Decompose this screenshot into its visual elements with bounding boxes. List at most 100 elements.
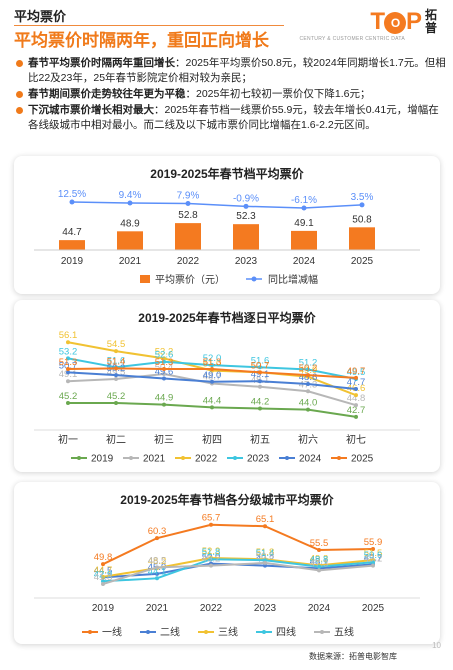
series-point	[317, 568, 321, 573]
series-point	[210, 366, 214, 371]
series-point	[371, 560, 375, 565]
data-label: 51.6	[107, 355, 126, 366]
yoy-point	[243, 203, 249, 209]
series-point	[162, 371, 166, 376]
legend-swatch-point	[77, 456, 81, 460]
x-tick-label: 2023	[235, 256, 258, 267]
series-point	[209, 522, 213, 527]
data-label: 49.7	[347, 366, 366, 377]
legend-swatch-point	[233, 456, 237, 460]
series-point	[162, 402, 166, 407]
data-label: 45.2	[59, 391, 78, 402]
series-line-四线	[102, 558, 374, 583]
series-point	[66, 356, 70, 361]
bar	[175, 223, 201, 250]
series-point	[258, 406, 262, 411]
page-number: 10	[432, 641, 441, 650]
legend-swatch-bar	[140, 275, 150, 283]
data-label: 49.8	[94, 552, 113, 563]
bar	[59, 240, 85, 250]
series-point	[354, 387, 358, 392]
series-point	[306, 407, 310, 412]
bar-value-label: 50.8	[352, 214, 372, 225]
x-tick-label: 初一	[58, 433, 78, 446]
data-label: 50.7	[59, 360, 78, 371]
series-point	[101, 582, 105, 587]
section-kicker: 平均票价	[14, 9, 67, 24]
series-point	[162, 376, 166, 381]
legend-swatch-point	[337, 456, 341, 460]
data-label: 55.9	[364, 537, 383, 548]
data-label: 53.2	[155, 346, 174, 357]
legend-label: 2024	[299, 454, 322, 465]
finding-text: ：2025年初七较初一票价仅下降1.6元；	[185, 88, 371, 100]
legend-label: 三线	[218, 626, 238, 639]
series-point	[306, 382, 310, 387]
data-label: 49.3	[310, 553, 329, 564]
series-point	[155, 576, 159, 581]
chart-card-annual-price: 2019-2025年春节档平均票价 44.7 2019 12.5% 48.9 2021 9.…	[14, 156, 440, 294]
data-label: 54.5	[107, 339, 126, 350]
yoy-line	[71, 201, 363, 209]
data-label: 44.0	[299, 398, 318, 409]
data-label: 48.7	[203, 371, 222, 382]
series-point	[306, 373, 310, 378]
bullet-dot-icon	[16, 60, 23, 67]
series-point	[114, 349, 118, 354]
yoy-value-label: -0.9%	[233, 193, 259, 204]
series-point	[317, 564, 321, 569]
legend-label: 五线	[334, 626, 354, 639]
series-point	[354, 375, 358, 380]
bullet-dot-icon	[16, 107, 23, 114]
series-point	[210, 405, 214, 410]
data-label: 48.2	[148, 556, 167, 567]
yoy-value-label: 9.4%	[119, 190, 142, 201]
finding-lead: 春节平均票价时隔两年重回增长	[28, 57, 175, 69]
data-label: 52.3	[202, 546, 221, 557]
data-label: 51.4	[107, 356, 126, 367]
legend-swatch-point	[204, 630, 208, 634]
bar-value-label: 49.1	[294, 218, 314, 229]
series-point	[306, 367, 310, 372]
x-tick-label: 2021	[119, 256, 142, 267]
data-source: 数据来源：拓普电影智库	[309, 652, 397, 661]
data-label: 65.7	[202, 513, 221, 524]
legend-label: 同比增减幅	[268, 273, 318, 286]
series-point	[258, 379, 262, 384]
legend-swatch-point	[262, 630, 266, 634]
legend-swatch-point	[285, 456, 289, 460]
legend-label: 一线	[102, 626, 122, 639]
data-label: 44.5	[94, 565, 113, 576]
key-findings: 春节平均票价时隔两年重回增长：2025年平均票价50.8元，较2024年同期增长…	[14, 56, 446, 134]
series-point	[354, 393, 358, 398]
bar-value-label: 52.3	[236, 211, 256, 222]
data-label: 51.3	[59, 357, 78, 368]
x-tick-label: 初五	[250, 433, 270, 446]
x-tick-label: 2022	[200, 603, 223, 614]
legend-label: 2022	[195, 454, 218, 465]
chart-title: 2019-2025年春节档各分级城市平均票价	[120, 492, 334, 507]
finding-lead: 下沉城市票价增长相对最大	[28, 104, 154, 116]
x-tick-label: 初七	[346, 433, 366, 446]
finding-item: 春节平均票价时隔两年重回增长：2025年平均票价50.8元，较2024年同期增长…	[14, 56, 446, 86]
x-tick-label: 2021	[146, 603, 169, 614]
yoy-value-label: 12.5%	[58, 189, 86, 200]
legend-swatch-point	[146, 630, 150, 634]
series-point	[66, 370, 70, 375]
series-point	[155, 571, 159, 576]
series-point	[210, 363, 214, 368]
logo-o-mark: O	[383, 11, 406, 34]
legend-swatch-point	[320, 630, 324, 634]
data-label: 44.9	[155, 393, 174, 404]
data-label: 53.2	[59, 346, 78, 357]
series-point	[66, 340, 70, 345]
yoy-point	[301, 205, 307, 211]
data-label: 49.2	[364, 554, 383, 565]
series-point	[263, 524, 267, 529]
legend-swatch-point	[251, 276, 257, 282]
data-label: 44.2	[251, 397, 270, 408]
bar-value-label: 52.8	[178, 210, 198, 221]
